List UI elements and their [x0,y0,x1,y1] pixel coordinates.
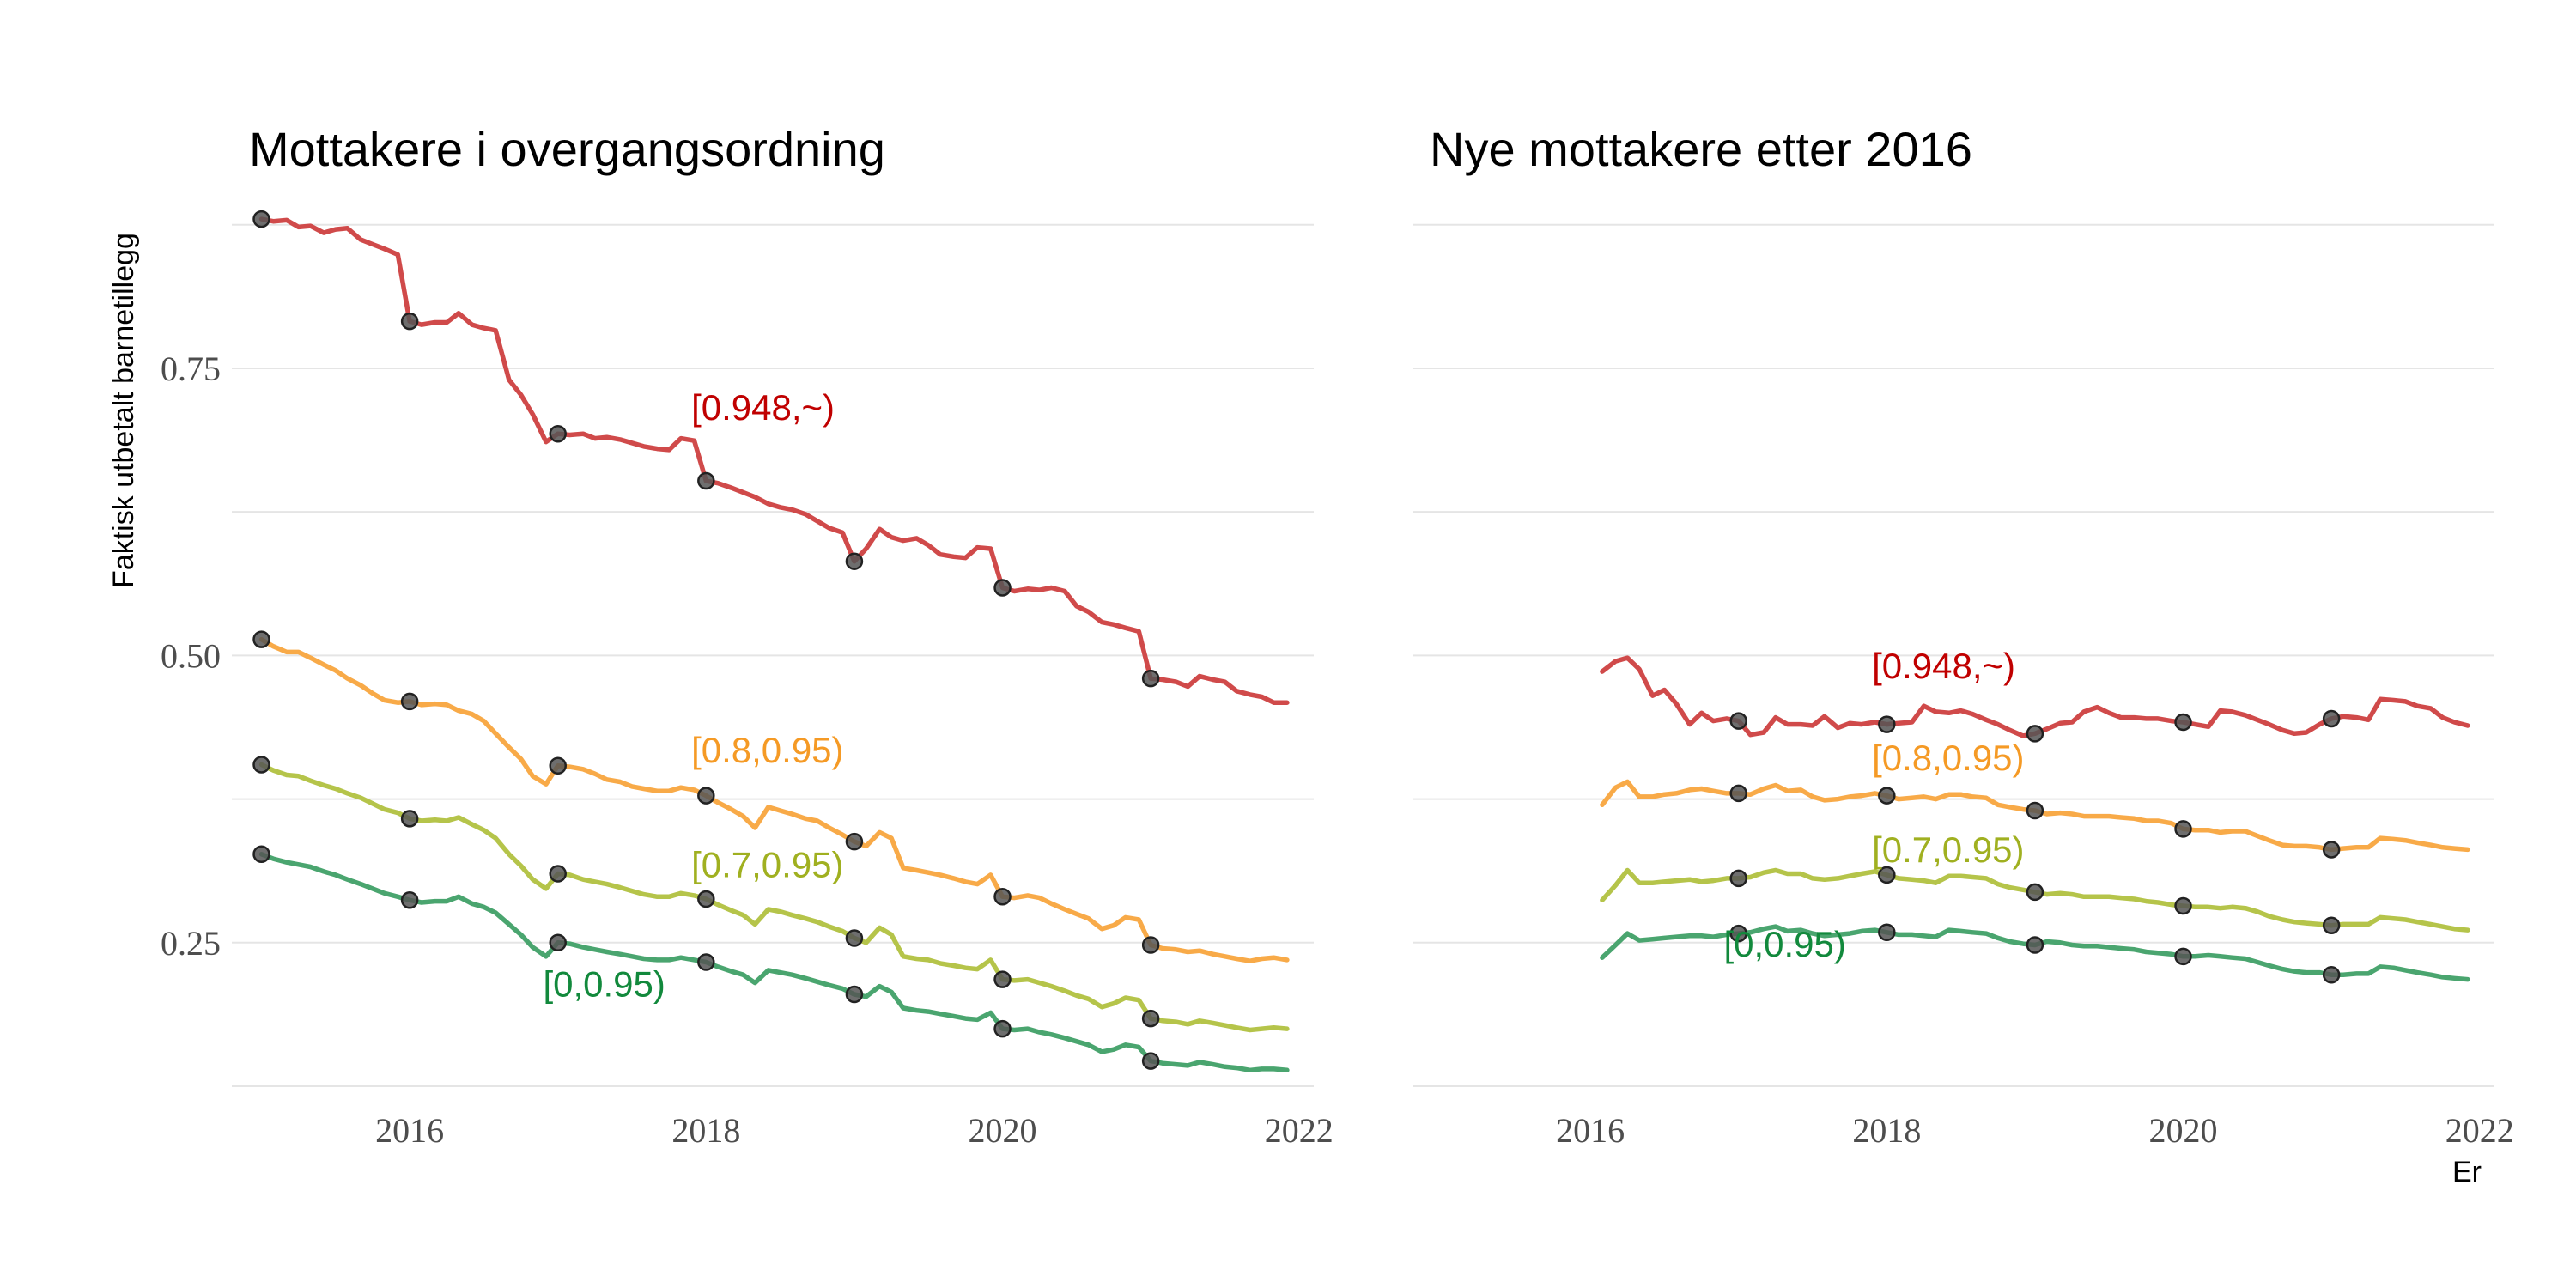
data-point [993,970,1012,988]
series-label: [0,0.95) [543,964,665,1005]
data-point [2026,801,2044,820]
series-line [258,852,1290,1073]
data-point [697,471,715,490]
panel-nye-mottakere: 2016 2018 2020 2022 [0.948,~) [0.8,0.95) [0.7… [1413,122,2514,1150]
data-point [1141,669,1160,688]
y-tick-label: 0.50 [161,636,221,675]
data-point [697,953,715,971]
y-tick-label: 0.75 [161,349,221,388]
data-point [1141,936,1160,954]
x-tick-label: 2016 [1556,1111,1625,1150]
data-point [845,929,864,947]
y-axis-label: Faktisk utbetalt barnetillegg [107,233,140,588]
series-label: [0,0.95) [1723,924,1845,964]
data-point [845,985,864,1004]
data-point [1729,924,1747,943]
data-point [1729,784,1747,803]
series-line [258,636,1290,963]
y-tick-label: 0.25 [161,924,221,963]
series-label: [0.8,0.95) [691,730,843,770]
panel-title: Mottakere i overgangsordning [249,122,885,176]
data-point [845,832,864,851]
series-label: [0.7,0.95) [691,845,843,885]
data-point [2322,965,2341,984]
series-line [258,216,1290,705]
series-line [258,762,1290,1033]
data-point [252,756,270,774]
x-tick-label: 2016 [375,1111,444,1150]
data-point [1729,712,1747,730]
data-point [252,210,270,228]
x-tick-label: 2018 [1852,1111,1921,1150]
data-point [2026,725,2044,743]
series-label: [0.948,~) [691,387,835,428]
data-point [400,810,419,828]
data-point [2322,709,2341,728]
data-point [993,888,1012,906]
data-point [2026,936,2044,954]
data-point [2174,947,2192,966]
data-point [400,312,419,331]
data-point [549,424,567,443]
data-point [400,891,419,909]
x-tick-label: 2020 [2149,1111,2218,1150]
panel-overgangsordning: 0.25 0.50 0.75 2016 2018 2020 2022 [0.948,~) [0… [161,122,1334,1150]
data-point [993,579,1012,597]
data-point [1141,1052,1160,1070]
series-label: [0.948,~) [1872,646,2015,686]
data-point [697,890,715,908]
panel-title: Nye mottakere etter 2016 [1430,122,1972,176]
data-point [697,787,715,805]
x-tick-label: 2018 [671,1111,740,1150]
x-tick-label: 2022 [1265,1111,1334,1150]
data-point [1141,1009,1160,1028]
data-point [549,933,567,952]
x-axis-label: Er [2452,1156,2482,1188]
data-point [252,845,270,864]
data-point [2174,820,2192,838]
data-point [1729,869,1747,888]
data-point [1878,787,1896,805]
data-point [993,1019,1012,1038]
x-tick-label: 2022 [2445,1111,2514,1150]
x-tick-label: 2020 [969,1111,1037,1150]
data-point [1878,866,1896,884]
series-label: [0.7,0.95) [1872,829,2024,870]
data-point [1878,923,1896,942]
data-point [2026,883,2044,902]
data-point [2322,916,2341,934]
data-point [2322,841,2341,859]
data-point [2174,713,2192,732]
data-point [1878,715,1896,733]
data-point [2174,896,2192,915]
data-point [400,692,419,711]
series-label: [0.8,0.95) [1872,738,2024,778]
data-point [252,630,270,648]
data-point [549,756,567,775]
data-point [845,552,864,570]
data-point [549,865,567,883]
